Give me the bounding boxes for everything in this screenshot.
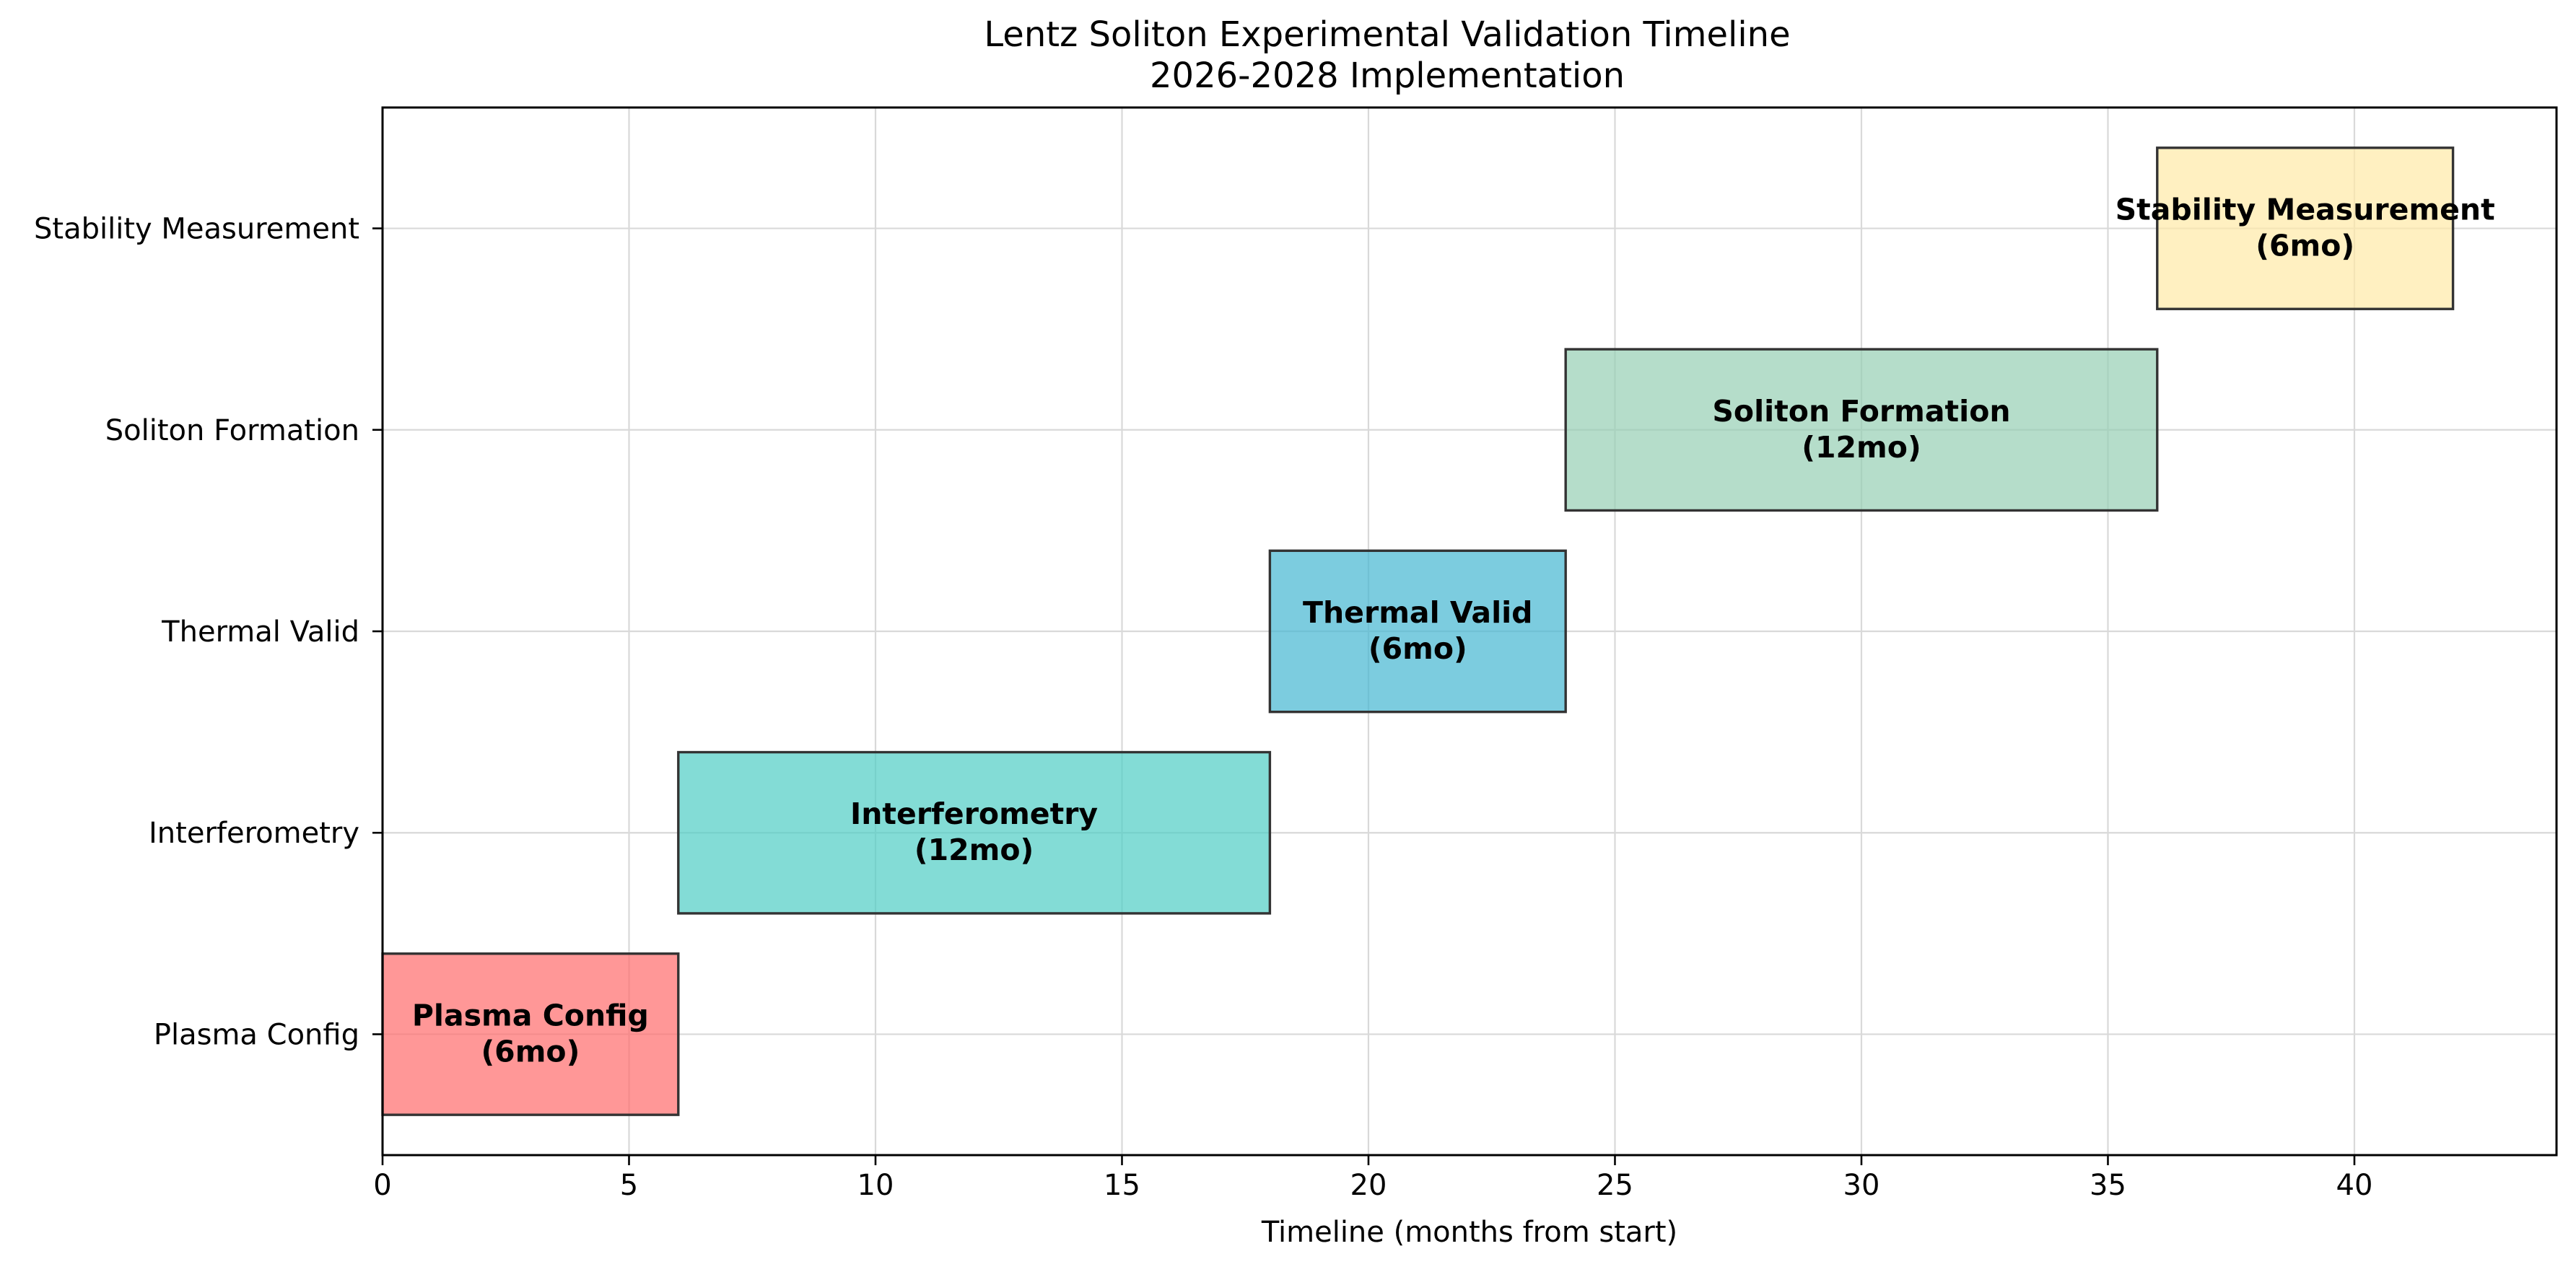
bar-duration-label: (6mo) xyxy=(1368,631,1467,666)
x-axis-label: Timeline (months from start) xyxy=(1261,1216,1677,1249)
bar-duration-label: (6mo) xyxy=(2256,229,2354,263)
bar-task-label: Thermal Valid xyxy=(1303,595,1533,630)
chart-subtitle: 2026-2028 Implementation xyxy=(1150,56,1625,96)
gantt-bar xyxy=(1268,549,1567,714)
x-tick-label: 20 xyxy=(1350,1169,1387,1202)
tick-layer xyxy=(372,227,2356,1165)
y-tick-label: Interferometry xyxy=(149,817,359,850)
bar-duration-label: (6mo) xyxy=(481,1034,580,1069)
gantt-bar xyxy=(1564,348,2159,512)
x-tick-label: 15 xyxy=(1104,1169,1140,1202)
y-tick-label: Stability Measurement xyxy=(34,213,359,246)
gantt-bar xyxy=(2156,146,2455,310)
gantt-bar xyxy=(677,750,1272,915)
chart-title: Lentz Soliton Experimental Validation Ti… xyxy=(984,14,1790,55)
bar-task-label: Interferometry xyxy=(850,797,1098,831)
label-layer: 0 5 10 15 20 25 30 35 40 Plasma Config Interferome… xyxy=(34,193,2495,1202)
bar-duration-label: (12mo) xyxy=(914,833,1034,867)
x-tick-label: 5 xyxy=(620,1169,638,1202)
y-tick-label: Thermal Valid xyxy=(161,615,359,649)
x-tick-label: 35 xyxy=(2090,1169,2126,1202)
x-tick-label: 0 xyxy=(373,1169,391,1202)
y-tick-label: Plasma Config xyxy=(154,1018,359,1051)
y-tick-label: Soliton Formation xyxy=(105,414,359,447)
x-tick-label: 30 xyxy=(1843,1169,1880,1202)
bar-task-label: Soliton Formation xyxy=(1712,394,2010,429)
x-tick-label: 40 xyxy=(2336,1169,2373,1202)
x-tick-label: 10 xyxy=(857,1169,894,1202)
bar-layer xyxy=(381,146,2455,1116)
x-tick-label: 25 xyxy=(1597,1169,1633,1202)
bar-duration-label: (12mo) xyxy=(1802,430,1921,465)
gantt-bar xyxy=(381,952,680,1116)
bar-task-label: Plasma Config xyxy=(412,998,649,1032)
bar-task-label: Stability Measurement xyxy=(2116,193,2495,227)
